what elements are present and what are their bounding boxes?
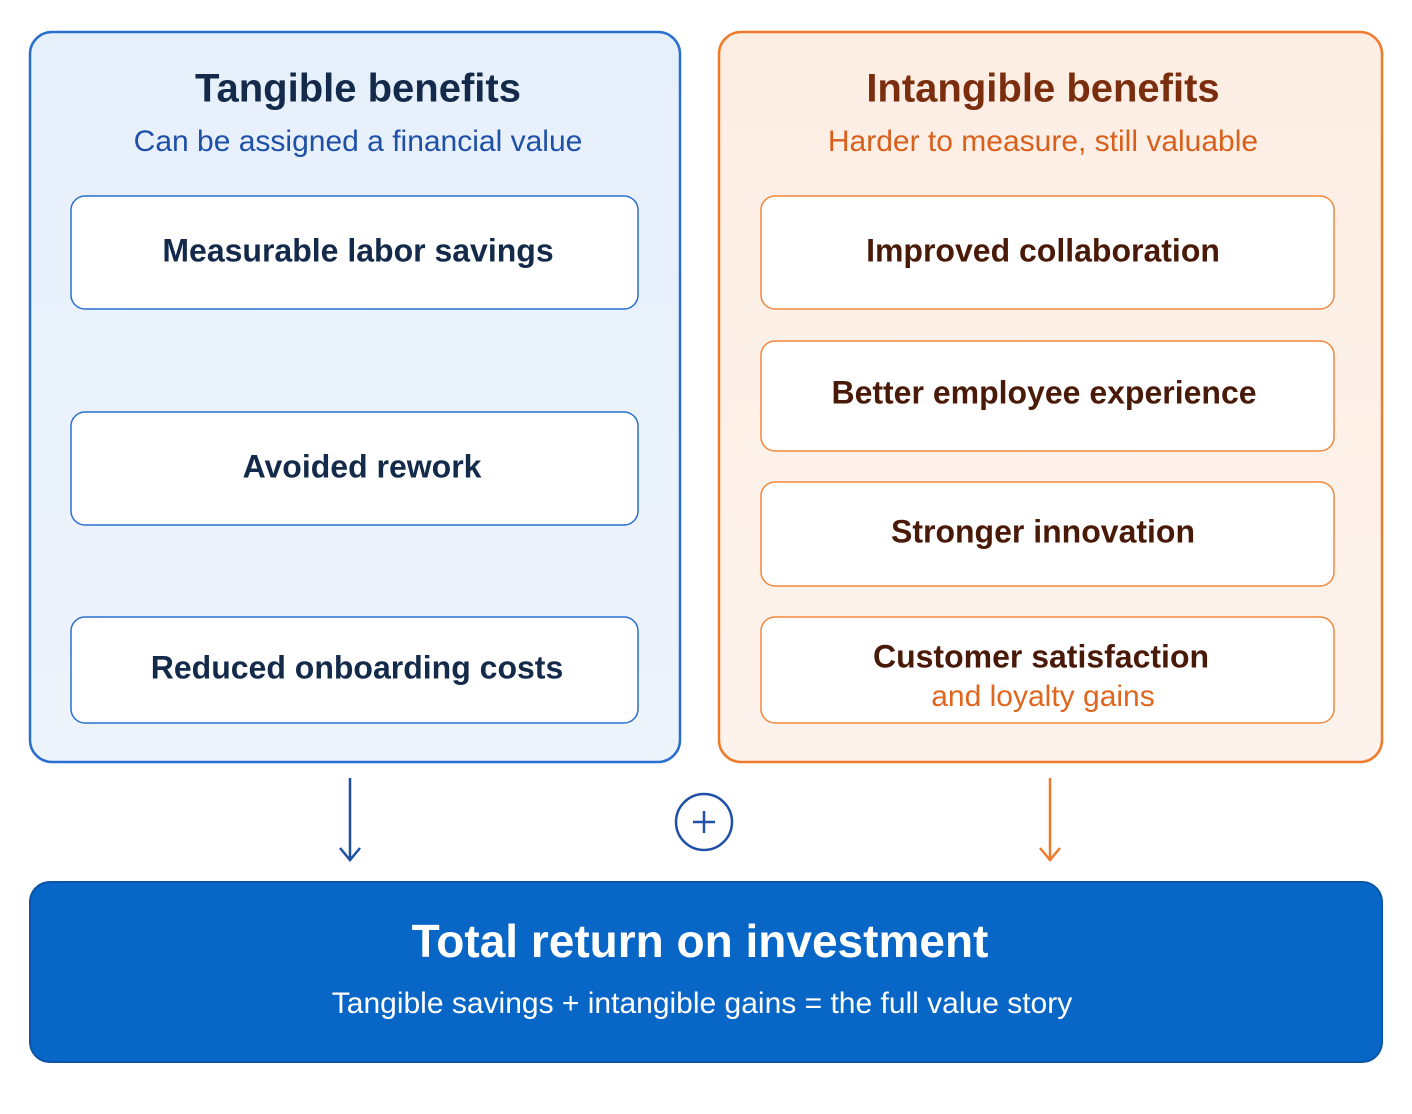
item-sublabel: and loyalty gains [931, 680, 1154, 713]
item-label: Avoided rework [243, 448, 482, 484]
plus-icon [674, 792, 734, 852]
right-items: Improved collaboration Better employee e… [760, 195, 1335, 724]
item-label: Measurable labor savings [162, 232, 553, 268]
item-box [760, 616, 1335, 724]
item-box [70, 411, 639, 526]
item-label: Better employee experience [831, 374, 1256, 410]
left-items: Measurable labor savings Avoided rework … [70, 195, 639, 724]
total-title: Total return on investment [412, 915, 989, 967]
item-label: Reduced onboarding costs [151, 649, 563, 685]
item-label: Improved collaboration [866, 232, 1220, 268]
item-label: Stronger innovation [891, 513, 1195, 549]
left-title: Tangible benefits [195, 67, 521, 111]
item-box [760, 340, 1335, 452]
arrow-left [339, 778, 361, 862]
total-box [29, 881, 1383, 1063]
right-title: Intangible benefits [866, 67, 1219, 111]
item-box [70, 195, 639, 310]
right-subtitle: Harder to measure, still valuable [828, 125, 1258, 158]
item-label: Customer satisfaction [873, 638, 1209, 674]
item-box [70, 616, 639, 724]
arrow-right [1039, 778, 1061, 862]
total-subtitle: Tangible savings + intangible gains = th… [332, 987, 1072, 1020]
item-box [760, 481, 1335, 587]
item-box [760, 195, 1335, 310]
left-subtitle: Can be assigned a financial value [134, 125, 583, 158]
